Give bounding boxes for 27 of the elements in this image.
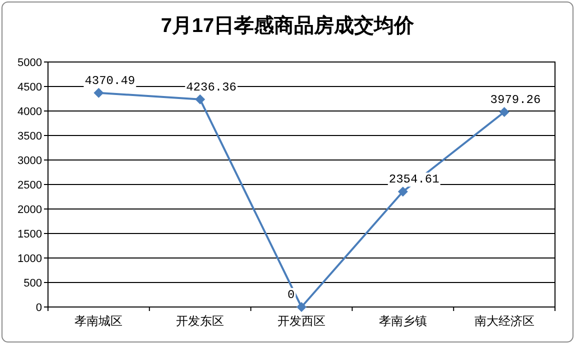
point (195, 94, 206, 104)
data-label: 0 (288, 288, 295, 302)
y-tick-label: 5000 (18, 57, 42, 69)
x-tick-label: 孝南乡镇 (378, 314, 427, 328)
x-tick-label: 孝南城区 (74, 314, 123, 328)
y-tick-label: 0 (36, 302, 42, 314)
point (296, 302, 306, 312)
x-tick-label: 开发东区 (176, 314, 224, 328)
y-tick-label: 2000 (18, 204, 42, 216)
data-label: 2354.61 (388, 172, 440, 187)
y-tick-label: 4500 (18, 82, 42, 94)
y-tick-label: 2500 (18, 180, 42, 192)
point (499, 107, 510, 118)
point (398, 186, 408, 197)
x-tick-label: 开发西区 (278, 314, 326, 328)
data-label: 4236.36 (186, 80, 237, 94)
y-tick-label: 1000 (18, 253, 42, 265)
y-tick-label: 3500 (18, 130, 42, 142)
chart-title: 7月17日孝感商品房成交均价 (160, 14, 416, 37)
y-tick-label: 1500 (18, 228, 42, 240)
data-label: 3979.26 (490, 93, 541, 108)
y-tick-label: 3000 (18, 155, 42, 167)
x-tick-label: 南大经济区 (474, 314, 534, 328)
data-label: 4370.49 (84, 74, 136, 88)
point (94, 88, 104, 98)
y-tick-label: 4000 (18, 106, 42, 118)
y-tick-label: 500 (24, 278, 42, 290)
